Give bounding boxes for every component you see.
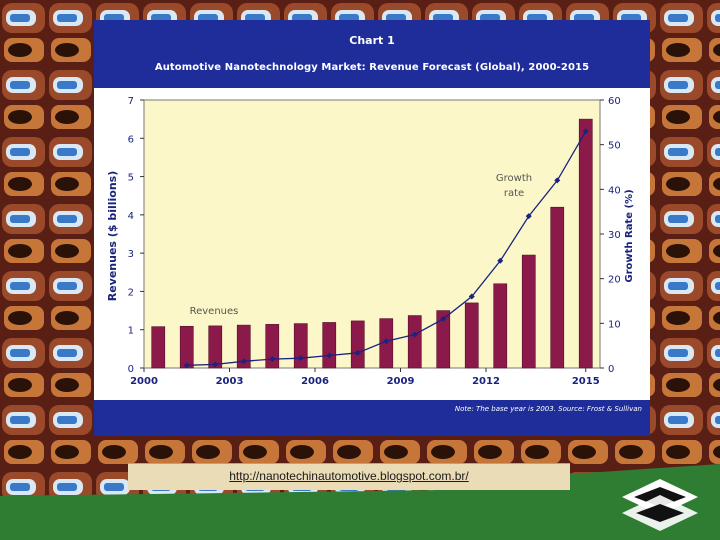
y-tick-label-0: 0: [128, 364, 134, 375]
growth-point-2013: [525, 213, 532, 220]
x-tick-label-2012: 2012: [472, 376, 500, 387]
growth-point-2010: [440, 315, 447, 322]
url-box[interactable]: http://nanotechinautomotive.blogspot.com…: [128, 463, 570, 490]
y2-tick-label-10: 10: [608, 319, 621, 330]
y2-tick-label-20: 20: [608, 275, 621, 286]
bar-2000: [151, 326, 166, 369]
growth-point-2011: [468, 293, 475, 300]
note-bar: Note: The base year is 2003. Source: Fro…: [94, 403, 650, 419]
growth-point-2005: [297, 355, 304, 362]
y2-axis-label: Growth Rate (%): [624, 189, 635, 282]
x-tick-label-2006: 2006: [301, 376, 329, 387]
bar-2001: [179, 325, 194, 369]
y2-tick-label-40: 40: [608, 185, 621, 196]
x-tick-label-2009: 2009: [387, 376, 415, 387]
y2-tick-label-50: 50: [608, 141, 621, 152]
bar-2007: [350, 320, 365, 369]
growth-point-2007: [354, 349, 361, 356]
bar-2003: [236, 324, 251, 369]
plot-frame: 0 1 2 3 4 5 6 7 0 10 20 30 40 50 60 2000 2003 2006 2009 201…: [94, 88, 650, 400]
y-tick-label-5: 5: [128, 173, 134, 184]
source-note: Note: The base year is 2003. Source: Fro…: [454, 405, 642, 413]
growth-point-2009: [411, 331, 418, 338]
chart-slide: Chart 1 Automotive Nanotechnology Market…: [94, 20, 650, 436]
growth-point-2012: [497, 257, 504, 264]
bar-2011: [464, 302, 479, 369]
y2-tick-label-30: 30: [608, 230, 621, 241]
growth-point-2001: [183, 362, 190, 369]
y-tick-label-3: 3: [128, 249, 134, 260]
y-tick-label-7: 7: [128, 96, 134, 107]
growth-point-2006: [326, 352, 333, 359]
y-tick-label-6: 6: [128, 134, 134, 145]
bar-2013: [521, 254, 536, 369]
growth-point-2004: [269, 356, 276, 363]
bar-2012: [493, 283, 508, 369]
growth-point-2008: [383, 338, 390, 345]
x-tick-label-2015: 2015: [572, 376, 600, 387]
bar-2010: [436, 310, 451, 369]
growth-point-2015: [582, 128, 589, 135]
bar-2004: [265, 324, 280, 369]
x-tick-label-2003: 2003: [216, 376, 244, 387]
growth-point-2002: [212, 361, 219, 368]
y2-tick-label-60: 60: [608, 96, 621, 107]
y2-tick-label-0: 0: [608, 364, 614, 375]
bar-2015: [578, 118, 593, 369]
chart-title: Automotive Nanotechnology Market: Revenu…: [154, 62, 590, 73]
bar-2006: [322, 322, 337, 369]
bar-2005: [293, 323, 308, 369]
growth-point-2003: [240, 358, 247, 365]
logo-icon: [622, 479, 698, 531]
growth-rate-annotation-line2: rate: [504, 188, 524, 199]
bar-2002: [208, 325, 223, 369]
y-tick-label-2: 2: [128, 287, 134, 298]
chart-svg: 0 1 2 3 4 5 6 7 0 10 20 30 40 50 60 2000 2003 2006 2009 201…: [106, 96, 635, 387]
revenues-annotation: Revenues: [190, 306, 239, 317]
y-tick-label-4: 4: [128, 211, 134, 222]
bar-2014: [550, 206, 565, 369]
y-axis-label: Revenues ($ billions): [106, 171, 119, 302]
x-tick-label-2000: 2000: [130, 376, 158, 387]
growth-rate-annotation-line1: Growth: [496, 173, 532, 184]
bar-2009: [407, 315, 422, 369]
growth-point-2014: [554, 177, 561, 184]
blog-link[interactable]: http://nanotechinautomotive.blogspot.com…: [229, 469, 469, 483]
y-tick-label-1: 1: [128, 326, 134, 337]
chart-number: Chart 1: [349, 34, 395, 47]
